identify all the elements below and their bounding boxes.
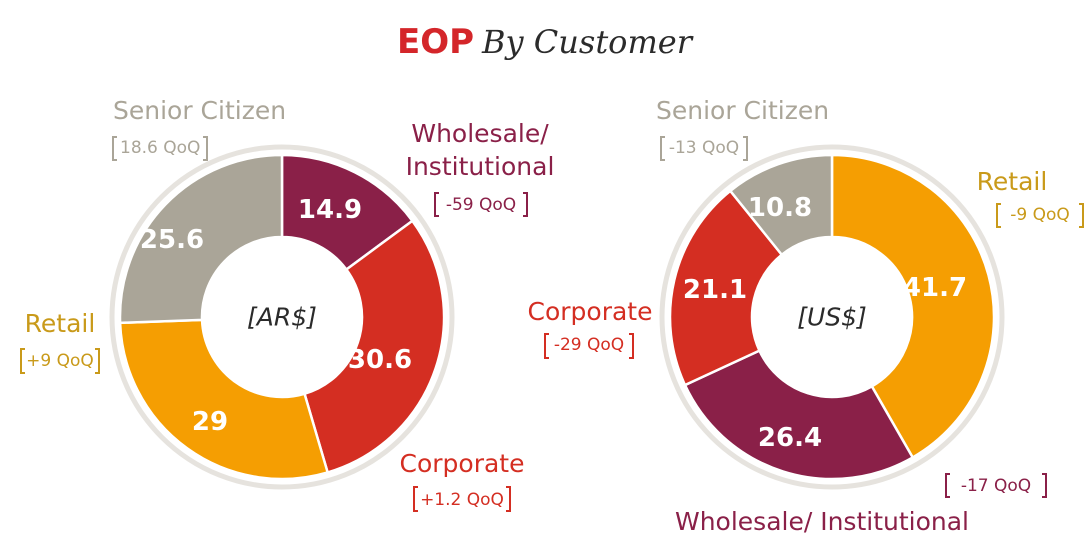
slice-value-label: 14.9 (298, 195, 362, 225)
callout-left-wholesale: Wholesale/ Institutional -59 QoQ (406, 119, 555, 217)
slice-value-label: 10.8 (748, 193, 812, 223)
callout-qoq-corporate-usd: -29 QoQ (554, 335, 624, 355)
callout-left-retail: Retail +9 QoQ (20, 309, 100, 374)
donut-slice-wholesale-institutional (683, 348, 915, 481)
title-subtitle: By Customer (482, 23, 693, 61)
callout-qoq-wholesale-usd: -17 QoQ (961, 476, 1031, 496)
chart-title: EOP By Customer (0, 22, 1089, 62)
callout-qoq-retail-usd: -9 QoQ (1010, 205, 1070, 225)
callout-left-senior: Senior Citizen 18.6 QoQ (112, 96, 286, 161)
callout-right-wholesale: -17 QoQ Wholesale/ Institutional (675, 473, 1047, 536)
callout-qoq-senior-usd: -13 QoQ (669, 138, 739, 158)
slice-value-label: 41.7 (903, 273, 967, 303)
title-main: EOP (396, 22, 475, 62)
callout-label-senior: Senior Citizen (113, 96, 286, 125)
slice-value-label: 29 (192, 407, 228, 437)
donut-slice-senior-citizen (728, 153, 834, 257)
donut-slice-retail (118, 318, 330, 481)
donut-slice-corporate (302, 219, 446, 474)
slice-value-label: 26.4 (758, 423, 822, 453)
callout-label-wholesale-line1: Wholesale/ (411, 119, 549, 148)
slice-value-label: 25.6 (140, 225, 204, 255)
donut-center-label: [AR$] (247, 303, 317, 332)
callout-right-corporate: Corporate -29 QoQ (528, 297, 653, 359)
callout-label-corporate-usd: Corporate (528, 297, 653, 326)
donut-chart-usd: 41.7 26.4 21.1 10.8 [US$] (659, 144, 1005, 490)
callout-label-retail-usd: Retail (977, 167, 1048, 196)
donut-outer-ring (659, 144, 1005, 490)
callout-qoq-retail: +9 QoQ (26, 351, 94, 371)
callout-right-retail: Retail -9 QoQ (977, 167, 1084, 228)
callout-label-retail: Retail (25, 309, 96, 338)
callout-qoq-wholesale: -59 QoQ (446, 195, 516, 215)
donut-center-label: [US$] (797, 303, 867, 332)
slice-value-label: 21.1 (683, 275, 747, 305)
donut-chart-ars: 14.9 30.6 29 25.6 [AR$] (109, 144, 455, 490)
donut-slice-corporate (668, 189, 784, 387)
slice-value-label: 30.6 (348, 345, 412, 375)
callout-label-wholesale-line2: Institutional (406, 152, 555, 181)
callout-label-corporate: Corporate (400, 449, 525, 478)
callout-qoq-senior: 18.6 QoQ (120, 138, 200, 158)
callout-label-wholesale-usd: Wholesale/ Institutional (675, 507, 969, 536)
donut-slice-retail (830, 153, 996, 460)
callout-right-senior: Senior Citizen -13 QoQ (656, 96, 829, 161)
callout-qoq-corporate: +1.2 QoQ (420, 490, 504, 510)
donut-outer-ring (109, 144, 455, 490)
callout-left-corporate: Corporate +1.2 QoQ (400, 449, 525, 512)
callout-label-senior-usd: Senior Citizen (656, 96, 829, 125)
donut-slice-senior-citizen (118, 153, 284, 325)
